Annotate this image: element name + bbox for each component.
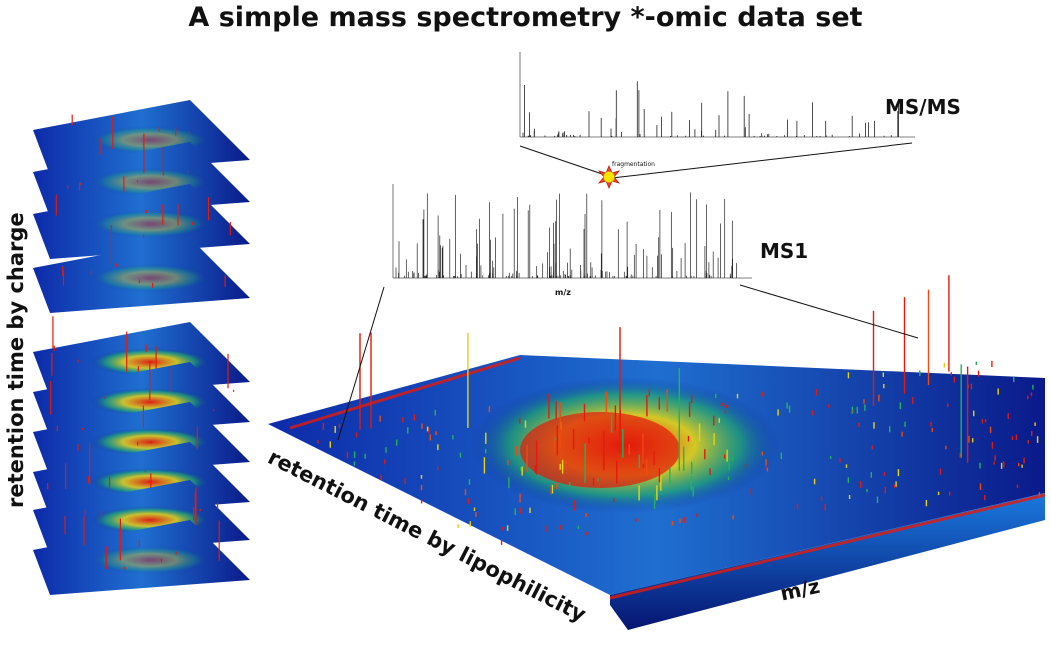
msms-connector-left xyxy=(519,145,609,177)
ms1-connector-right xyxy=(739,284,919,339)
ms1-peaks xyxy=(395,192,737,278)
ms1-label: MS1 xyxy=(760,239,809,263)
charge-slice-stack xyxy=(33,100,250,595)
stack-axis-label: retention time by charge xyxy=(4,212,28,508)
main-surface-peaks xyxy=(317,275,1041,545)
main-surface-back-ridge xyxy=(289,356,521,430)
charge-slice-hotspot xyxy=(90,264,210,292)
charge-slice xyxy=(33,225,250,313)
msms-label: MS/MS xyxy=(885,95,961,119)
msms-peaks xyxy=(522,81,899,137)
main-surface xyxy=(268,275,1046,630)
main-surface-hotspot-core xyxy=(520,412,680,488)
main-surface-front-edge xyxy=(610,493,1045,630)
msms-spectrum xyxy=(519,52,915,138)
main-surface-ridge xyxy=(609,493,1046,600)
charge-slice xyxy=(33,184,250,259)
figure-title: A simple mass spectrometry *-omic data s… xyxy=(188,2,863,33)
msms-connector-right xyxy=(611,142,913,179)
charge-slice-hotspot xyxy=(90,210,210,238)
ms1-connector-left xyxy=(337,286,385,441)
charge-slice-hotspot xyxy=(90,546,210,574)
burst-core xyxy=(603,171,615,183)
fragmentation-label: fragmentation xyxy=(612,161,655,168)
ms1-spectrum xyxy=(392,184,752,279)
ms1-x-axis-label: m/z xyxy=(555,288,571,297)
connector-lines xyxy=(337,142,919,441)
charge-slice xyxy=(33,515,250,595)
fragmentation-burst-icon xyxy=(597,164,621,190)
